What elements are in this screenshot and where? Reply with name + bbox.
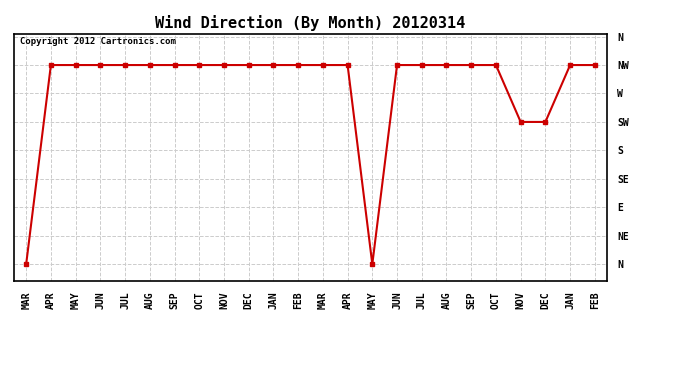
Text: Copyright 2012 Cartronics.com: Copyright 2012 Cartronics.com bbox=[20, 38, 176, 46]
Title: Wind Direction (By Month) 20120314: Wind Direction (By Month) 20120314 bbox=[155, 15, 466, 31]
